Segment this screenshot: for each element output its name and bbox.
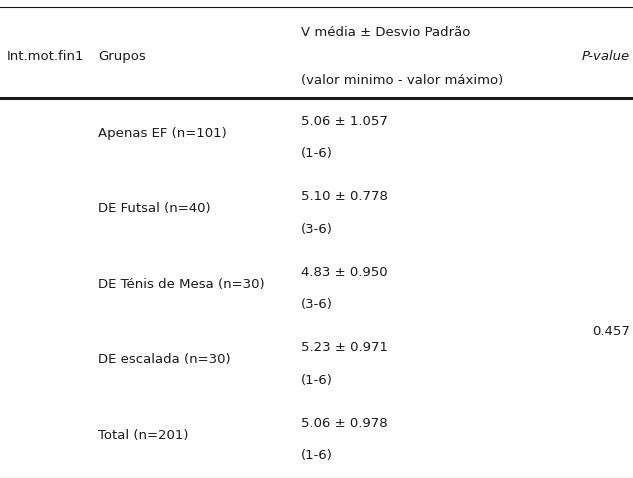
Text: 4.83 ± 0.950: 4.83 ± 0.950 xyxy=(301,266,387,279)
Text: Int.mot.fin1: Int.mot.fin1 xyxy=(6,50,84,63)
Text: 5.23 ± 0.971: 5.23 ± 0.971 xyxy=(301,341,387,354)
Text: (valor minimo - valor máximo): (valor minimo - valor máximo) xyxy=(301,74,503,87)
Text: (3-6): (3-6) xyxy=(301,223,332,236)
Text: V média ± Desvio Padrão: V média ± Desvio Padrão xyxy=(301,26,470,39)
Text: DE Futsal (n=40): DE Futsal (n=40) xyxy=(98,202,211,216)
Text: Apenas EF (n=101): Apenas EF (n=101) xyxy=(98,127,227,140)
Text: (3-6): (3-6) xyxy=(301,298,332,311)
Text: (1-6): (1-6) xyxy=(301,449,332,462)
Text: DE escalada (n=30): DE escalada (n=30) xyxy=(98,353,231,367)
Text: DE Ténis de Mesa (n=30): DE Ténis de Mesa (n=30) xyxy=(98,278,265,291)
Text: Grupos: Grupos xyxy=(98,50,146,63)
Text: 5.10 ± 0.778: 5.10 ± 0.778 xyxy=(301,190,387,203)
Text: (1-6): (1-6) xyxy=(301,147,332,160)
Text: P-value: P-value xyxy=(582,50,630,63)
Text: Total (n=201): Total (n=201) xyxy=(98,429,189,442)
Text: 5.06 ± 1.057: 5.06 ± 1.057 xyxy=(301,115,387,128)
Text: 5.06 ± 0.978: 5.06 ± 0.978 xyxy=(301,417,387,430)
Text: (1-6): (1-6) xyxy=(301,374,332,387)
Text: 0.457: 0.457 xyxy=(592,325,630,338)
